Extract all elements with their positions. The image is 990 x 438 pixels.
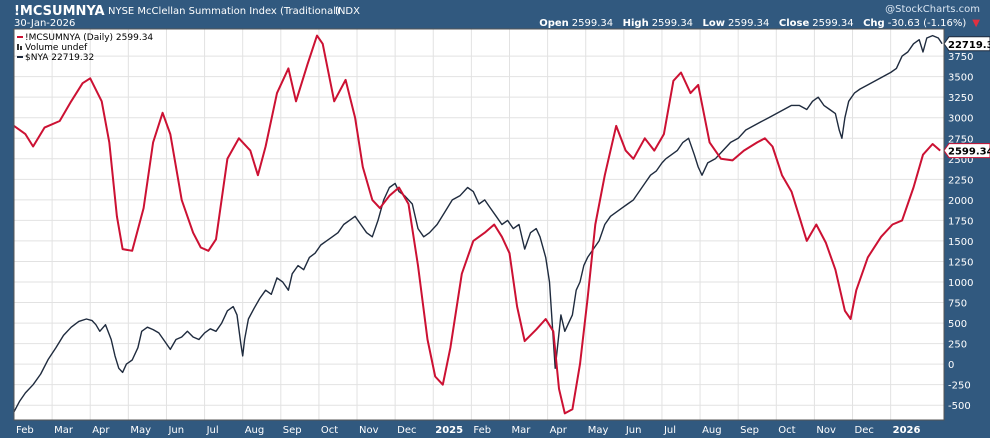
x-tick-label: Jun — [167, 425, 184, 436]
y-tick-label: -250 — [948, 381, 971, 392]
y-tick-label: 500 — [948, 319, 967, 330]
x-tick-label: Aug — [702, 425, 722, 436]
x-tick-label: Sep — [283, 425, 302, 436]
x-tick-label: 2026 — [893, 425, 921, 436]
x-tick-label: May — [588, 425, 609, 436]
x-tick-label: Mar — [54, 425, 74, 436]
y-tick-label: 1250 — [948, 257, 973, 268]
x-axis: Feb Mar Apr May Jun Jul Aug Sep Oct Nov Dec 2025 Feb… — [16, 425, 921, 436]
y-tick-label: 0 — [948, 360, 954, 371]
legend-entry: !MCSUMNYA (Daily) 2599.34 — [25, 33, 153, 43]
volume-bar-icon — [17, 44, 19, 50]
open-value: 2599.34 — [571, 18, 614, 29]
volume-bar-icon — [20, 46, 22, 50]
x-tick-label: Dec — [397, 425, 416, 436]
y-tick-label: 1000 — [948, 278, 973, 289]
ohlc-readout: Open 2599.34 High 2599.34 Low 2599.34 Close… — [539, 18, 980, 29]
grid-lines — [13, 29, 944, 420]
x-tick-label: Jul — [663, 425, 676, 436]
y-tick-label: 250 — [948, 340, 967, 351]
y-tick-label: 1500 — [948, 237, 973, 248]
x-tick-label: Oct — [778, 425, 795, 436]
y-axis: -500 -250 0 250 500 750 1000 1250 1500 1750 2000 22… — [948, 52, 973, 412]
legend-entry: $NYA 22719.32 — [25, 53, 94, 63]
index-name: NYSE McClellan Summation Index (Traditio… — [108, 6, 340, 17]
y-tick-label: 2000 — [948, 196, 973, 207]
x-tick-label: Nov — [359, 425, 379, 436]
y-tick-label: 2750 — [948, 134, 973, 145]
chg-value: -30.63 (-1.16%) — [887, 18, 967, 29]
x-tick-label: Feb — [16, 425, 34, 436]
x-tick-label: Aug — [245, 425, 265, 436]
y-tick-label: 1750 — [948, 216, 973, 227]
symbol-label: !MCSUMNYA — [14, 4, 105, 19]
x-tick-label: Oct — [321, 425, 338, 436]
open-label: Open — [539, 18, 569, 29]
watermark: @StockCharts.com — [885, 4, 980, 15]
series-line-nya — [13, 34, 943, 413]
x-tick-label: Apr — [92, 425, 110, 436]
y-tick-label: 3250 — [948, 93, 973, 104]
legend-entry: Volume undef — [25, 43, 88, 53]
last-value-tag — [943, 36, 990, 52]
x-tick-label: Feb — [473, 425, 491, 436]
y-tick-label: 2500 — [948, 155, 973, 166]
x-tick-label: Jun — [625, 425, 642, 436]
last-value-tags: 22719.32 2599.34 — [943, 36, 990, 159]
low-label: Low — [702, 18, 726, 29]
close-label: Close — [778, 18, 810, 29]
high-label: High — [622, 18, 649, 29]
date-label: 30-Jan-2026 — [14, 18, 76, 29]
exchange-label: INDX — [335, 6, 360, 17]
last-value-label: 22719.32 — [948, 40, 990, 51]
plot-border — [13, 28, 945, 421]
high-value: 2599.34 — [651, 18, 694, 29]
x-tick-label: Dec — [855, 425, 874, 436]
y-tick-label: 2250 — [948, 175, 973, 186]
low-value: 2599.34 — [728, 18, 770, 29]
x-tick-label: Mar — [511, 425, 531, 436]
chg-label: Chg — [863, 18, 885, 29]
last-value-tag — [943, 143, 990, 159]
y-tick-label: -500 — [948, 401, 971, 412]
x-tick-label: May — [130, 425, 151, 436]
x-tick-label: Sep — [740, 425, 759, 436]
y-tick-label: 3000 — [948, 114, 973, 125]
y-tick-label: 3500 — [948, 73, 973, 84]
x-tick-label: Nov — [816, 425, 836, 436]
series-line-mcsumnya — [13, 34, 941, 415]
x-tick-label: Jul — [206, 425, 219, 436]
y-tick-label: 750 — [948, 299, 967, 310]
last-value-label: 2599.34 — [948, 147, 990, 158]
x-tick-label: 2025 — [435, 425, 463, 436]
x-tick-label: Apr — [550, 425, 568, 436]
down-arrow-icon: ▼ — [972, 18, 980, 29]
y-tick-label: 3750 — [948, 52, 973, 63]
plot-area — [14, 29, 944, 420]
close-value: 2599.34 — [812, 18, 854, 29]
series-lines — [13, 34, 943, 415]
